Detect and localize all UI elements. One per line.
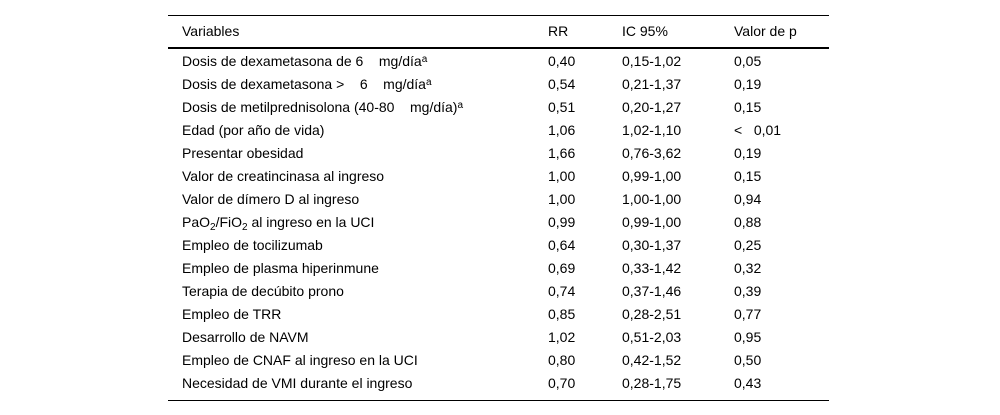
table-header-row: Variables RR IC 95% Valor de p bbox=[168, 16, 829, 49]
ic-cell: 0,28-2,51 bbox=[622, 306, 682, 322]
rr-cell: 0,85 bbox=[548, 306, 576, 322]
variable-cell: Valor de creatincinasa al ingreso bbox=[182, 168, 385, 184]
table-row: Dosis de dexametasona > 6 mg/díaa 0,54 0… bbox=[168, 73, 829, 96]
ic-cell: 0,15-1,02 bbox=[622, 53, 682, 69]
rr-cell: 0,51 bbox=[548, 99, 576, 115]
rr-cell: 0,80 bbox=[548, 352, 576, 368]
table-row: Empleo de tocilizumab 0,64 0,30-1,37 0,2… bbox=[168, 234, 829, 257]
variable-cell: Empleo de TRR bbox=[182, 306, 282, 322]
rr-cell: 1,00 bbox=[548, 191, 576, 207]
table-row: Desarrollo de NAVM 1,02 0,51-2,03 0,95 bbox=[168, 326, 829, 349]
table-row: Empleo de CNAF al ingreso en la UCI 0,80… bbox=[168, 349, 829, 372]
p-cell: 0,43 bbox=[734, 375, 762, 391]
p-cell: 0,15 bbox=[734, 168, 762, 184]
p-cell: 0,39 bbox=[734, 283, 762, 299]
variable-cell: Dosis de dexametasona de 6 mg/díaa bbox=[182, 53, 428, 69]
footnote-marker: a bbox=[421, 53, 428, 65]
p-cell: < 0,01 bbox=[734, 122, 782, 138]
rr-cell: 1,66 bbox=[548, 145, 576, 161]
p-cell: 0,05 bbox=[734, 53, 762, 69]
table-row: Dosis de dexametasona de 6 mg/díaa 0,40 … bbox=[168, 50, 829, 73]
p-cell: 0,95 bbox=[734, 329, 762, 345]
p-cell: 0,77 bbox=[734, 306, 762, 322]
ic-cell: 0,21-1,37 bbox=[622, 76, 682, 92]
variable-cell: Necesidad de VMI durante el ingreso bbox=[182, 375, 413, 391]
ic-cell: 0,51-2,03 bbox=[622, 329, 682, 345]
variable-cell: Empleo de tocilizumab bbox=[182, 237, 323, 253]
subscript: 2 bbox=[210, 222, 216, 233]
ic-cell: 0,99-1,00 bbox=[622, 168, 682, 184]
results-table: Variables RR IC 95% Valor de p Dosis de … bbox=[168, 15, 829, 401]
table-row: Dosis de metilprednisolona (40-80 mg/día… bbox=[168, 96, 829, 119]
ic-cell: 0,76-3,62 bbox=[622, 145, 682, 161]
rr-cell: 0,74 bbox=[548, 283, 576, 299]
table-row: Necesidad de VMI durante el ingreso 0,70… bbox=[168, 372, 829, 395]
p-cell: 0,94 bbox=[734, 191, 762, 207]
table-row: PaO2/FiO2 al ingreso en la UCI 0,99 0,99… bbox=[168, 211, 829, 234]
p-cell: 0,88 bbox=[734, 214, 762, 230]
variable-cell: Desarrollo de NAVM bbox=[182, 329, 309, 345]
rr-cell: 1,02 bbox=[548, 329, 576, 345]
rr-cell: 0,54 bbox=[548, 76, 576, 92]
variable-cell: PaO2/FiO2 al ingreso en la UCI bbox=[182, 214, 375, 233]
column-header-variables: Variables bbox=[182, 23, 240, 39]
table-row: Presentar obesidad 1,66 0,76-3,62 0,19 bbox=[168, 142, 829, 165]
p-cell: 0,50 bbox=[734, 352, 762, 368]
ic-cell: 0,30-1,37 bbox=[622, 237, 682, 253]
variable-cell: Terapia de decúbito prono bbox=[182, 283, 344, 299]
variable-cell: Valor de dímero D al ingreso bbox=[182, 191, 360, 207]
table-body: Dosis de dexametasona de 6 mg/díaa 0,40 … bbox=[168, 49, 829, 400]
p-cell: 0,32 bbox=[734, 260, 762, 276]
rr-cell: 1,06 bbox=[548, 122, 576, 138]
variable-cell: Edad (por año de vida) bbox=[182, 122, 325, 138]
ic-cell: 0,42-1,52 bbox=[622, 352, 682, 368]
column-header-rr: RR bbox=[548, 23, 569, 39]
rr-cell: 0,40 bbox=[548, 53, 576, 69]
variable-cell: Dosis de metilprednisolona (40-80 mg/día… bbox=[182, 99, 464, 115]
rr-cell: 0,70 bbox=[548, 375, 576, 391]
ic-cell: 0,28-1,75 bbox=[622, 375, 682, 391]
rr-cell: 0,64 bbox=[548, 237, 576, 253]
subscript: 2 bbox=[242, 222, 248, 233]
variable-cell: Presentar obesidad bbox=[182, 145, 304, 161]
rr-cell: 0,69 bbox=[548, 260, 576, 276]
table-row: Valor de dímero D al ingreso 1,00 1,00-1… bbox=[168, 188, 829, 211]
rr-cell: 0,99 bbox=[548, 214, 576, 230]
variable-cell: Dosis de dexametasona > 6 mg/díaa bbox=[182, 76, 432, 92]
footnote-marker: a bbox=[425, 76, 432, 88]
p-cell: 0,15 bbox=[734, 99, 762, 115]
table-row: Empleo de TRR 0,85 0,28-2,51 0,77 bbox=[168, 303, 829, 326]
column-header-ic95: IC 95% bbox=[622, 23, 668, 39]
table-row: Valor de creatincinasa al ingreso 1,00 0… bbox=[168, 165, 829, 188]
column-header-pvalue: Valor de p bbox=[734, 23, 797, 39]
ic-cell: 0,20-1,27 bbox=[622, 99, 682, 115]
ic-cell: 1,00-1,00 bbox=[622, 191, 682, 207]
table-row: Edad (por año de vida) 1,06 1,02-1,10 < … bbox=[168, 119, 829, 142]
variable-cell: Empleo de CNAF al ingreso en la UCI bbox=[182, 352, 418, 368]
p-cell: 0,19 bbox=[734, 76, 762, 92]
footnote-marker: a bbox=[457, 99, 464, 111]
table-row: Empleo de plasma hiperinmune 0,69 0,33-1… bbox=[168, 257, 829, 280]
p-cell: 0,19 bbox=[734, 145, 762, 161]
variable-cell: Empleo de plasma hiperinmune bbox=[182, 260, 379, 276]
table-row: Terapia de decúbito prono 0,74 0,37-1,46… bbox=[168, 280, 829, 303]
ic-cell: 1,02-1,10 bbox=[622, 122, 682, 138]
ic-cell: 0,33-1,42 bbox=[622, 260, 682, 276]
ic-cell: 0,99-1,00 bbox=[622, 214, 682, 230]
ic-cell: 0,37-1,46 bbox=[622, 283, 682, 299]
rr-cell: 1,00 bbox=[548, 168, 576, 184]
p-cell: 0,25 bbox=[734, 237, 762, 253]
